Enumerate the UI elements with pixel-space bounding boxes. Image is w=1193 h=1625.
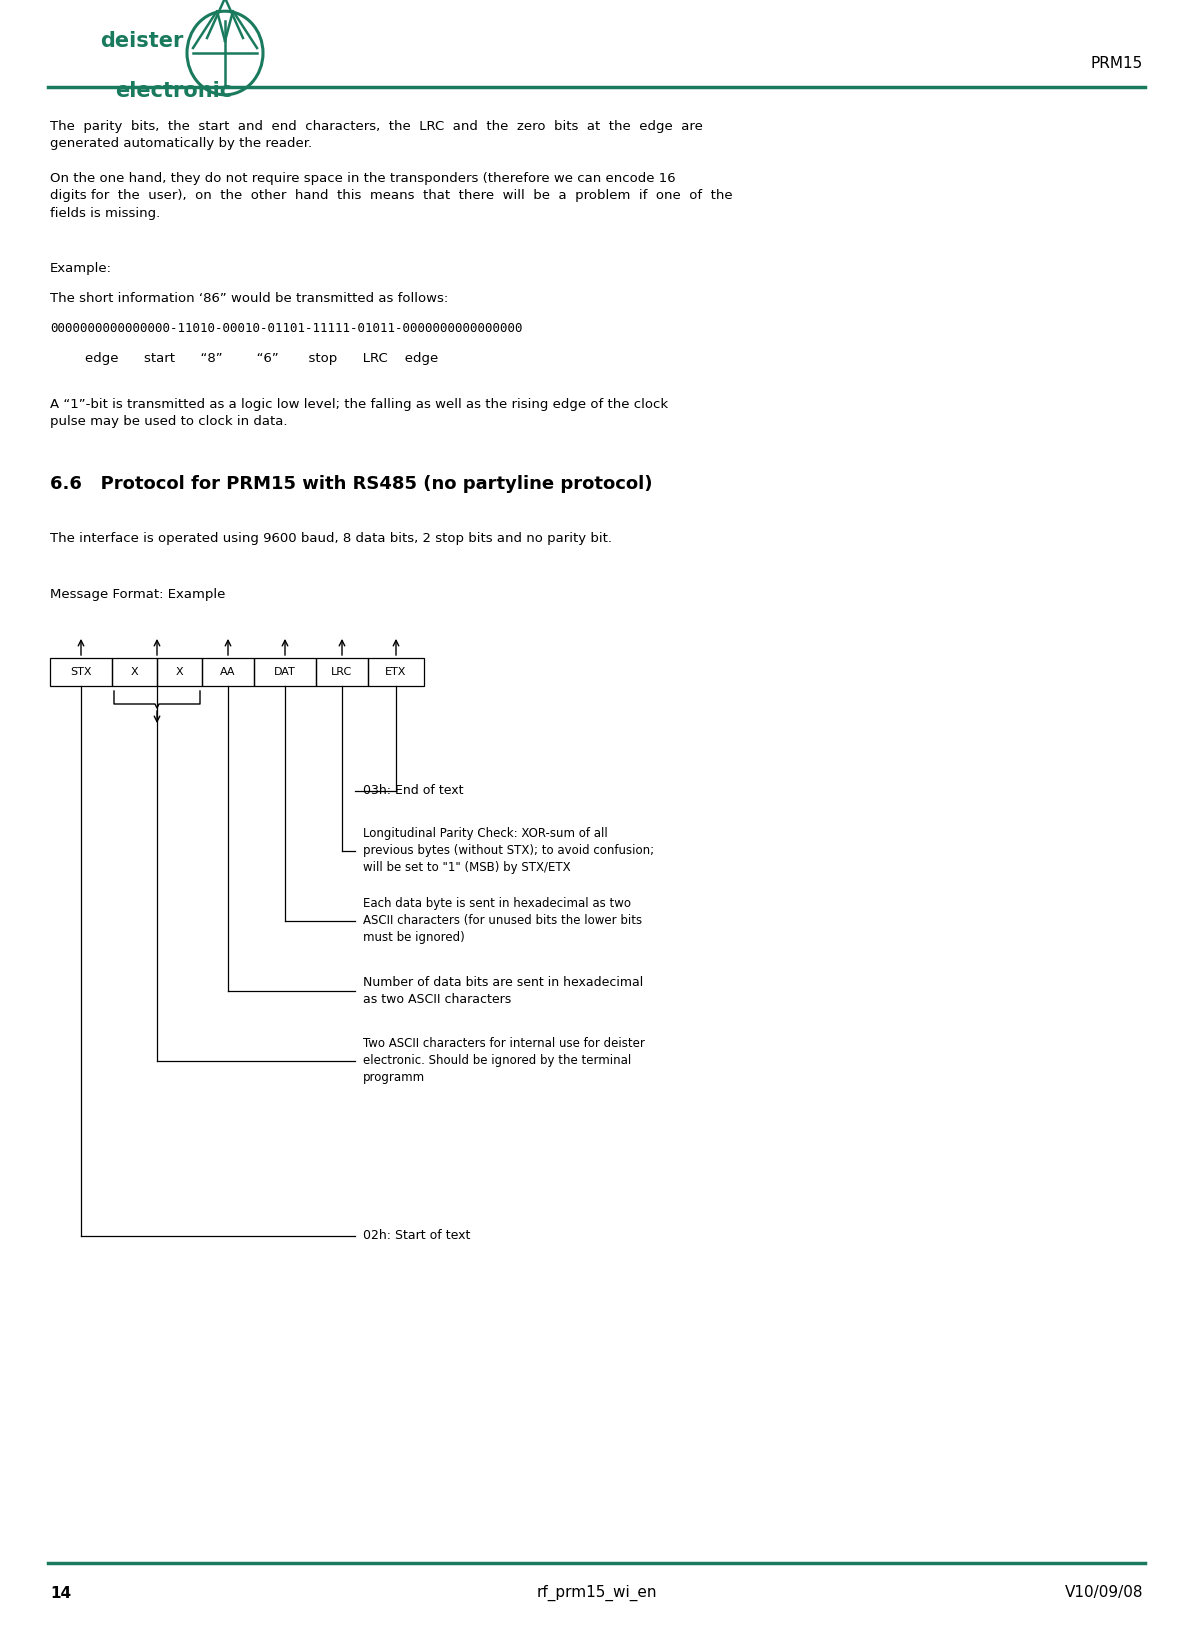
Text: DAT: DAT xyxy=(274,666,296,678)
Text: 14: 14 xyxy=(50,1586,72,1601)
Text: Example:: Example: xyxy=(50,262,112,275)
Bar xyxy=(367,658,424,686)
Bar xyxy=(316,658,367,686)
Text: Two ASCII characters for internal use for deister
electronic. Should be ignored : Two ASCII characters for internal use fo… xyxy=(363,1037,645,1084)
Text: Number of data bits are sent in hexadecimal
as two ASCII characters: Number of data bits are sent in hexadeci… xyxy=(363,977,643,1006)
Bar xyxy=(112,658,157,686)
Text: V10/09/08: V10/09/08 xyxy=(1064,1586,1143,1601)
Text: The interface is operated using 9600 baud, 8 data bits, 2 stop bits and no parit: The interface is operated using 9600 bau… xyxy=(50,531,612,544)
Bar xyxy=(50,658,112,686)
Bar xyxy=(254,658,316,686)
Text: rf_prm15_wi_en: rf_prm15_wi_en xyxy=(536,1584,657,1601)
Text: deister: deister xyxy=(100,31,184,50)
Text: 0000000000000000-11010-00010-01101-11111-01011-0000000000000000: 0000000000000000-11010-00010-01101-11111… xyxy=(50,322,523,335)
Text: PRM15: PRM15 xyxy=(1090,55,1143,70)
Text: The short information ‘86” would be transmitted as follows:: The short information ‘86” would be tran… xyxy=(50,292,449,306)
Text: 02h: Start of text: 02h: Start of text xyxy=(363,1230,470,1243)
Bar xyxy=(157,658,202,686)
Text: A “1”-bit is transmitted as a logic low level; the falling as well as the rising: A “1”-bit is transmitted as a logic low … xyxy=(50,398,668,429)
Text: Message Format: Example: Message Format: Example xyxy=(50,588,225,601)
Text: ETX: ETX xyxy=(385,666,407,678)
Text: LRC: LRC xyxy=(332,666,353,678)
Text: 03h: End of text: 03h: End of text xyxy=(363,785,464,798)
Bar xyxy=(202,658,254,686)
Text: STX: STX xyxy=(70,666,92,678)
Text: Longitudinal Parity Check: XOR-sum of all
previous bytes (without STX); to avoid: Longitudinal Parity Check: XOR-sum of al… xyxy=(363,827,654,874)
Text: AA: AA xyxy=(221,666,236,678)
Text: The  parity  bits,  the  start  and  end  characters,  the  LRC  and  the  zero : The parity bits, the start and end chara… xyxy=(50,120,703,151)
Text: X: X xyxy=(175,666,184,678)
Text: On the one hand, they do not require space in the transponders (therefore we can: On the one hand, they do not require spa… xyxy=(50,172,733,219)
Text: edge      start      “8”        “6”       stop      LRC    edge: edge start “8” “6” stop LRC edge xyxy=(85,353,438,366)
Text: X: X xyxy=(131,666,138,678)
Text: electronic: electronic xyxy=(115,81,233,101)
Text: Each data byte is sent in hexadecimal as two
ASCII characters (for unused bits t: Each data byte is sent in hexadecimal as… xyxy=(363,897,642,944)
Text: 6.6   Protocol for PRM15 with RS485 (no partyline protocol): 6.6 Protocol for PRM15 with RS485 (no pa… xyxy=(50,474,653,492)
